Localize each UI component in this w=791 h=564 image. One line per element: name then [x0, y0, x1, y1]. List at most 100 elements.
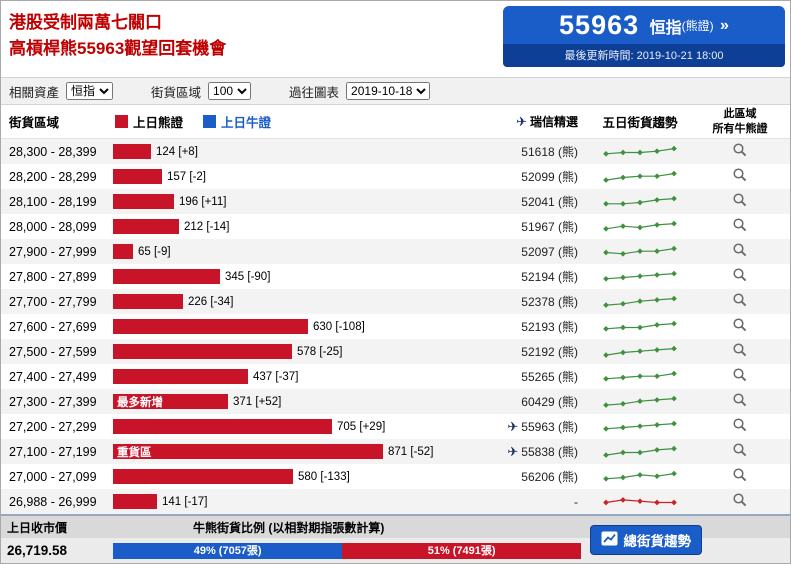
table-row: 27,100 - 27,199 重貨區 871 [-52] ✈ 55838 (熊) — [1, 439, 790, 464]
bar-value-label: 212 [-14] — [184, 220, 230, 233]
magnifier-icon[interactable] — [732, 217, 748, 236]
table-row: 27,300 - 27,399 最多新增 371 [+52] 60429 (熊) — [1, 389, 790, 414]
bear-bar-cell: 437 [-37] — [113, 369, 485, 384]
price-range-label: 28,000 - 28,099 — [9, 219, 97, 234]
plane-icon: ✈ — [507, 419, 519, 434]
bar-value-label: 157 [-2] — [167, 170, 206, 183]
last-updated-label: 最後更新時間: 2019-10-21 18:00 — [503, 44, 785, 67]
cs-code: 55838 (熊) — [521, 445, 578, 459]
magnifier-icon[interactable] — [732, 292, 748, 311]
magnifier-icon[interactable] — [732, 267, 748, 286]
cs-pick-cell: 52041 (熊) — [485, 193, 590, 210]
bull-bear-ratio-bar: 49% (7057張) 51% (7491張) — [113, 542, 581, 559]
table-row: 27,800 - 27,899 345 [-90] 52194 (熊) — [1, 264, 790, 289]
magnifier-icon[interactable] — [732, 492, 748, 511]
magnifier-icon[interactable] — [732, 342, 748, 361]
bear-bar-cell: 578 [-25] — [113, 344, 485, 359]
bear-bar — [113, 344, 292, 359]
ticker-underlying: 恒指 — [649, 19, 682, 37]
trend-sparkline — [590, 442, 690, 462]
table-row: 28,000 - 28,099 212 [-14] 51967 (熊) — [1, 214, 790, 239]
table-row: 28,100 - 28,199 196 [+11] 52041 (熊) — [1, 189, 790, 214]
bear-bar-cell: 65 [-9] — [113, 244, 485, 259]
cs-pick-cell: 55265 (熊) — [485, 368, 590, 385]
cs-pick-cell: 52192 (熊) — [485, 343, 590, 360]
magnifier-icon[interactable] — [732, 392, 748, 411]
zone-range-select[interactable]: 100 — [208, 82, 252, 100]
bear-bar — [113, 269, 220, 284]
magnifier-cell — [690, 142, 790, 161]
cs-code: 51967 (熊) — [521, 220, 578, 234]
price-range-label: 27,700 - 27,799 — [9, 294, 97, 309]
ticker-quote-link[interactable]: 55963 恒指(熊證) » — [503, 6, 785, 44]
bear-bar-cell: 580 [-133] — [113, 469, 485, 484]
bear-bar-cell: 重貨區 871 [-52] — [113, 444, 485, 459]
headline-line-2: 高槓桿熊55963觀望回套機會 — [9, 39, 227, 59]
magnifier-icon[interactable] — [732, 167, 748, 186]
cs-code: 52097 (熊) — [521, 245, 578, 259]
bar-value-label: 345 [-90] — [225, 270, 271, 283]
magnifier-icon[interactable] — [732, 467, 748, 486]
cs-pick-cell: ✈ 55838 (熊) — [485, 443, 590, 460]
bear-bar: 最多新增 — [113, 394, 228, 409]
cs-code: 52041 (熊) — [521, 195, 578, 209]
magnifier-cell — [690, 267, 790, 286]
table-header: 街貨區域 上日熊證 上日牛證 ✈ 瑞信精選 五日街貨趨勢 此區域 所有牛熊證 — [1, 105, 790, 139]
magnifier-icon[interactable] — [732, 417, 748, 436]
table-row: 28,300 - 28,399 124 [+8] 51618 (熊) — [1, 139, 790, 164]
ratio-title: 牛熊街貨比例 (以相對期指張數計算) — [193, 520, 385, 535]
price-range-label: 28,200 - 28,299 — [9, 169, 97, 184]
magnifier-icon[interactable] — [732, 317, 748, 336]
trend-sparkline — [590, 467, 690, 487]
table-row: 27,700 - 27,799 226 [-34] 52378 (熊) — [1, 289, 790, 314]
magnifier-icon[interactable] — [732, 142, 748, 161]
header: 港股受制兩萬七關口 高槓桿熊55963觀望回套機會 55963 恒指(熊證) »… — [1, 1, 790, 77]
cs-code: - — [574, 494, 578, 509]
price-range-label: 27,500 - 27,599 — [9, 344, 97, 359]
ticker-type: (熊證) — [681, 19, 714, 33]
distribution-rows: 28,300 - 28,399 124 [+8] 51618 (熊) 28,200 -… — [1, 139, 790, 514]
trend-button-label: 總街貨趨勢 — [623, 533, 692, 549]
bar-value-label: 226 [-34] — [188, 295, 234, 308]
trend-sparkline — [590, 292, 690, 312]
col-header-trend: 五日街貨趨勢 — [602, 116, 678, 130]
plane-icon: ✈ — [516, 114, 527, 129]
magnifier-icon[interactable] — [732, 192, 748, 211]
col-header-cs-picks: ✈ 瑞信精選 — [485, 113, 590, 130]
trend-sparkline — [590, 317, 690, 337]
cs-pick-cell: 56206 (熊) — [485, 468, 590, 485]
table-row: 27,900 - 27,999 65 [-9] 52097 (熊) — [1, 239, 790, 264]
bear-bar — [113, 194, 174, 209]
price-range-label: 27,100 - 27,199 — [9, 444, 97, 459]
bull-legend-swatch — [203, 115, 217, 128]
magnifier-icon[interactable] — [732, 442, 748, 461]
price-range-label: 28,300 - 28,399 — [9, 144, 97, 159]
bear-bar-cell: 124 [+8] — [113, 144, 485, 159]
ticker-box: 55963 恒指(熊證) » 最後更新時間: 2019-10-21 18:00 — [503, 6, 785, 77]
trend-sparkline — [590, 392, 690, 412]
past-chart-select[interactable]: 2019-10-18 — [346, 82, 431, 100]
bear-bar-cell: 141 [-17] — [113, 494, 485, 509]
close-price-value: 26,719.58 — [7, 543, 68, 558]
related-asset-select[interactable]: 恒指 — [66, 82, 114, 100]
zone-range-label: 街貨區域 — [151, 85, 202, 100]
price-range-label: 27,800 - 27,899 — [9, 269, 97, 284]
cs-pick-cell: 60429 (熊) — [485, 393, 590, 410]
trend-sparkline — [590, 242, 690, 262]
magnifier-cell — [690, 417, 790, 436]
cs-code: 60429 (熊) — [521, 395, 578, 409]
cs-code: 52099 (熊) — [521, 170, 578, 184]
headline-line-1: 港股受制兩萬七關口 — [9, 13, 162, 32]
trend-sparkline — [590, 217, 690, 237]
price-range-label: 28,100 - 28,199 — [9, 194, 97, 209]
cs-pick-cell: 52194 (熊) — [485, 268, 590, 285]
trend-sparkline — [590, 492, 690, 512]
magnifier-icon[interactable] — [732, 242, 748, 261]
headline-block: 港股受制兩萬七關口 高槓桿熊55963觀望回套機會 — [1, 1, 226, 77]
total-trend-button[interactable]: 總街貨趨勢 — [589, 524, 702, 555]
magnifier-icon[interactable] — [732, 367, 748, 386]
bear-ratio-segment: 51% (7491張) — [342, 542, 581, 559]
magnifier-cell — [690, 317, 790, 336]
bull-ratio-segment: 49% (7057張) — [113, 542, 343, 559]
legend: 上日熊證 上日牛證 — [113, 112, 485, 131]
